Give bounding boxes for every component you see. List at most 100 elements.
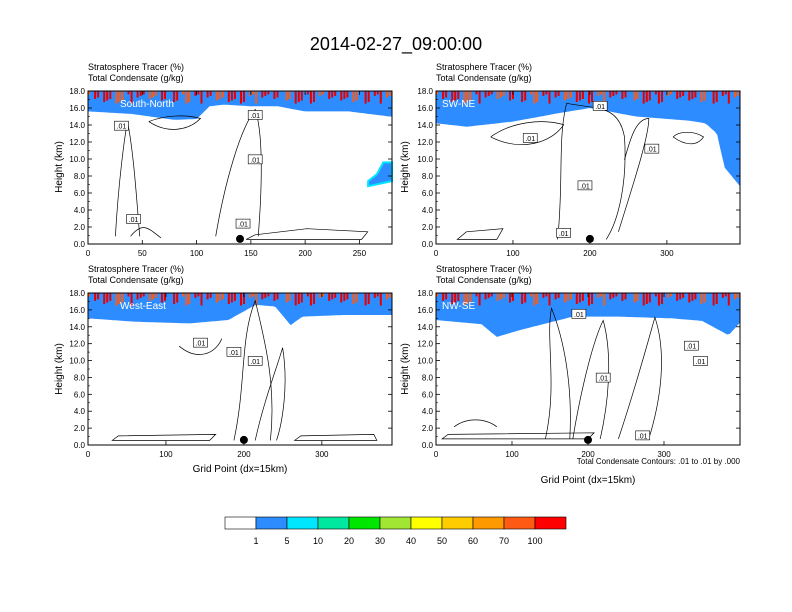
- tracer-streak: [490, 293, 493, 297]
- tracer-streak: [255, 91, 258, 104]
- tracer-streak: [636, 293, 639, 301]
- tracer-streak: [682, 91, 685, 96]
- tracer-streak: [724, 293, 727, 297]
- tracer-streak: [164, 293, 166, 301]
- tracer-streak: [230, 293, 233, 303]
- tracer-streak: [97, 293, 100, 300]
- colorbar-swatch: [534, 516, 567, 530]
- tracer-streak: [139, 91, 142, 96]
- tracer-streak: [712, 91, 715, 104]
- y-tick-label: 12.0: [69, 138, 85, 147]
- contour-label: .01: [250, 359, 260, 366]
- tracer-streak: [600, 91, 603, 95]
- y-tick-label: 6.0: [422, 390, 434, 399]
- tracer-streak: [442, 293, 445, 301]
- plot-area: .01 .01 .01 .01 .01 SW-NE: [435, 90, 741, 245]
- tracer-streak: [661, 91, 663, 102]
- tracer-streak: [182, 91, 185, 95]
- condensate-contour: [254, 347, 286, 441]
- contour-label-box: [693, 356, 708, 366]
- tracer-streak: [215, 91, 218, 101]
- tracer-streak: [478, 293, 481, 306]
- x-tick-label: 200: [581, 450, 595, 459]
- tracer-streak: [300, 91, 303, 101]
- tracer-streak: [379, 91, 382, 104]
- tracer-streak: [436, 293, 438, 297]
- tracer-streak: [569, 293, 572, 300]
- tracer-streak: [151, 91, 154, 98]
- tracer-streak: [267, 293, 270, 297]
- contour-label: .01: [559, 231, 569, 238]
- tracer-streak: [127, 293, 130, 297]
- tracer-streak: [575, 91, 578, 102]
- tracer-streak: [688, 293, 691, 303]
- x-axis-label: Grid Point (dx=15km): [193, 464, 288, 475]
- tracer-streak: [445, 91, 448, 98]
- x-tick-label: 150: [244, 249, 258, 258]
- tracer-streak: [109, 91, 112, 99]
- tracer-streak: [334, 91, 337, 96]
- contour-label: .01: [196, 341, 206, 348]
- tracer-band: [88, 293, 392, 326]
- tracer-streak: [694, 293, 697, 300]
- tracer-streak: [688, 91, 691, 101]
- y-axis-label: Height (km): [54, 141, 65, 193]
- tracer-streak: [264, 91, 267, 96]
- panel-subtitle-tracer: Stratosphere Tracer (%): [88, 62, 184, 72]
- tracer-streak: [385, 293, 388, 300]
- tracer-streak: [142, 91, 145, 95]
- colorbar-swatch: [472, 516, 505, 530]
- location-marker: [236, 234, 244, 243]
- tracer-streak: [588, 293, 590, 306]
- tracer-streak: [502, 293, 505, 298]
- tracer-streak: [667, 293, 669, 298]
- y-tick-label: 0.0: [74, 441, 86, 450]
- contour-label: .01: [580, 183, 590, 190]
- contour-label-box: [684, 340, 699, 351]
- tracer-streak: [130, 293, 133, 306]
- contour-label: .01: [686, 344, 696, 351]
- tracer-streak: [136, 293, 139, 300]
- tracer-streak: [334, 293, 337, 298]
- contour-label-box: [235, 218, 251, 229]
- tracer-streak: [164, 91, 166, 99]
- contour-label-box: [114, 120, 129, 131]
- tracer-streak: [188, 293, 191, 304]
- contour-label-box: [635, 430, 651, 441]
- colorbar-swatch: [224, 516, 257, 530]
- tracer-streak: [578, 293, 581, 303]
- y-tick-label: 14.0: [417, 323, 433, 332]
- panel-sw-ne: Stratosphere Tracer (%) Total Condensate…: [400, 62, 741, 258]
- tracer-streak: [148, 91, 151, 99]
- tracer-streak: [255, 293, 258, 306]
- condensate-contour: [130, 227, 162, 239]
- tracer-streak: [331, 91, 334, 98]
- panel-label: SW-NE: [442, 99, 475, 110]
- tracer-streak: [569, 91, 572, 98]
- tracer-streak: [206, 293, 209, 300]
- tracer-streak: [161, 293, 163, 303]
- condensate-contour: [233, 299, 273, 441]
- tracer-streak: [691, 91, 694, 99]
- tracer-streak: [340, 293, 343, 303]
- tracer-streak: [389, 91, 391, 96]
- tracer-streak: [276, 293, 279, 300]
- colorbar-swatch: [503, 516, 536, 530]
- condensate-contour: [293, 434, 378, 441]
- tracer-streak: [227, 91, 230, 102]
- tracer-streak: [243, 293, 245, 304]
- x-tick-label: 100: [506, 249, 520, 258]
- y-tick-label: 14.0: [69, 323, 85, 332]
- tracer-streak: [621, 91, 624, 99]
- tracer-streak: [454, 293, 457, 303]
- colorbar-swatch: [286, 516, 319, 530]
- y-tick-label: 16.0: [417, 306, 433, 315]
- tracer-streak: [466, 293, 469, 304]
- contour-label-box: [571, 308, 587, 319]
- tracer-streak: [657, 91, 660, 104]
- tracer-band: [436, 91, 740, 187]
- tracer-streak: [240, 91, 242, 104]
- x-tick-label: 100: [190, 249, 204, 258]
- tracer-streak: [633, 293, 636, 303]
- tracer-streak: [563, 91, 566, 101]
